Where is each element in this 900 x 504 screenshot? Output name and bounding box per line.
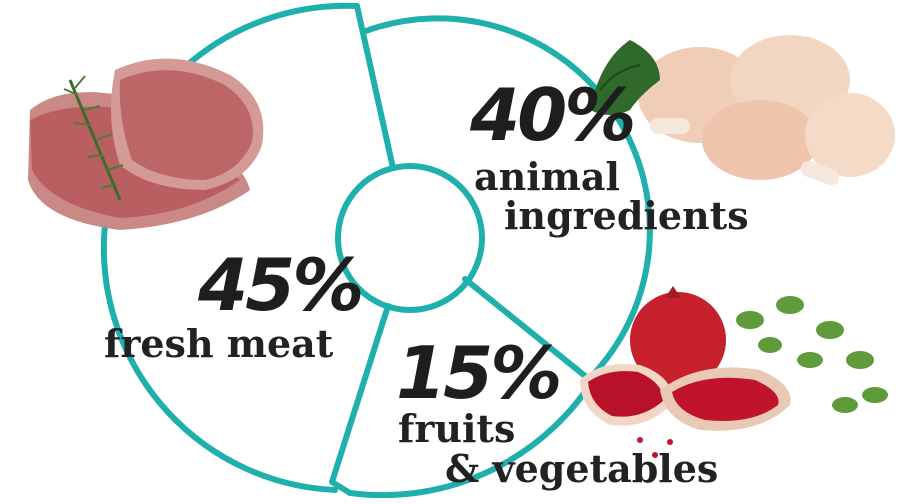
- pomegranate-image: [580, 286, 888, 458]
- raw-meat-image: [28, 58, 264, 230]
- label-ingredients: ingredients: [504, 193, 749, 238]
- segment-fruits-vegetables-arc: [347, 369, 601, 499]
- label-animal: animal: [474, 154, 620, 199]
- label-fruits: fruits: [398, 406, 515, 451]
- divider-right: [462, 276, 593, 383]
- label-fruits-vegetables: 15% fruits & vegetables: [396, 331, 718, 491]
- center-circle: [335, 163, 485, 313]
- percent-40: 40%: [469, 73, 633, 157]
- divider-bottom: [329, 303, 391, 496]
- percent-45: 45%: [197, 243, 361, 327]
- label-vegetables: & vegetables: [445, 446, 718, 491]
- divider-top: [354, 3, 396, 171]
- label-animal-ingredients: 40% animal ingredients: [469, 73, 749, 238]
- label-fresh-meat-text: fresh meat: [104, 321, 334, 366]
- chicken-drumsticks-image: [590, 35, 895, 186]
- label-fresh-meat: 45% fresh meat: [104, 243, 364, 366]
- segment-fresh-meat-arc: [100, 2, 360, 493]
- percent-15: 15%: [396, 331, 559, 415]
